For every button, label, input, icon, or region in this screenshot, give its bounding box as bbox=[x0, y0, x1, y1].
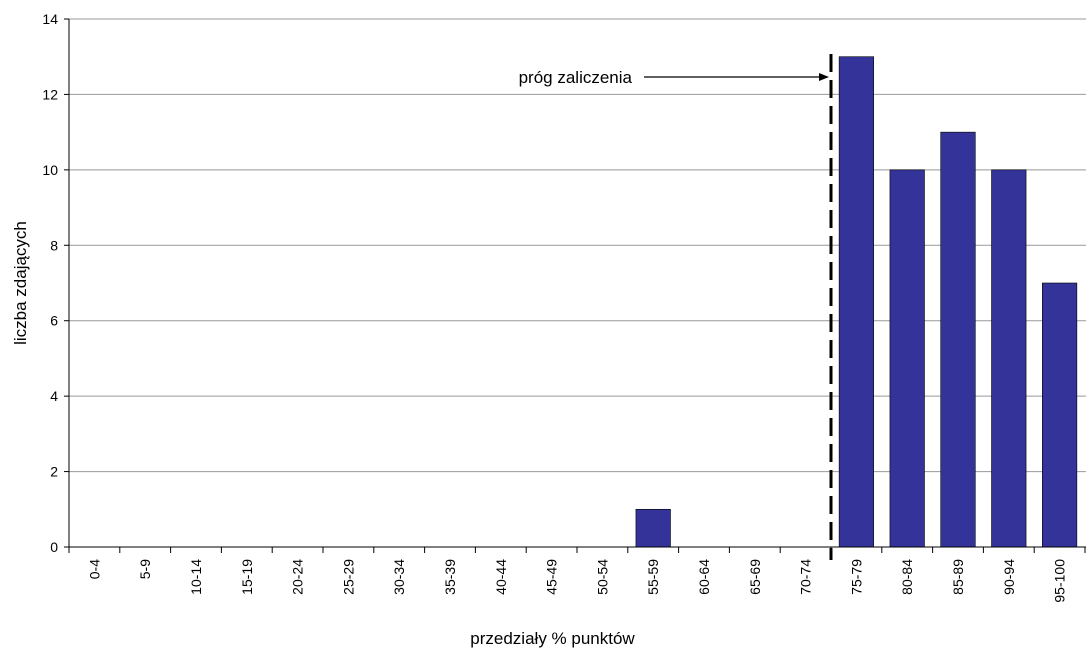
x-tick-label: 50-54 bbox=[594, 559, 610, 595]
threshold-label: próg zaliczenia bbox=[519, 68, 633, 87]
y-axis-title: liczba zdających bbox=[11, 221, 30, 345]
x-tick-label: 65-69 bbox=[747, 559, 763, 595]
arrowhead-icon bbox=[819, 73, 829, 81]
bar-90-94 bbox=[991, 169, 1027, 548]
x-tick-label: 85-89 bbox=[950, 559, 966, 595]
bars bbox=[635, 56, 1078, 548]
y-tick-label: 14 bbox=[42, 11, 58, 27]
x-tick-label: 40-44 bbox=[493, 559, 509, 595]
y-tick-label: 4 bbox=[50, 388, 58, 404]
x-tick-label: 25-29 bbox=[340, 559, 356, 595]
gridlines bbox=[69, 18, 1086, 473]
y-tick-labels: 0 2 4 6 8 10 12 14 bbox=[42, 11, 58, 555]
y-tick-label: 10 bbox=[42, 162, 58, 178]
bar-95-100 bbox=[1042, 282, 1078, 548]
axes bbox=[64, 18, 1086, 553]
x-tick-label: 95-100 bbox=[1052, 559, 1068, 603]
y-tick-label: 8 bbox=[50, 237, 58, 253]
y-tick-label: 12 bbox=[42, 86, 58, 102]
x-tick-label: 90-94 bbox=[1001, 559, 1017, 595]
x-tick-label: 55-59 bbox=[645, 559, 661, 595]
x-tick-label: 5-9 bbox=[137, 559, 153, 579]
x-tick-label: 10-14 bbox=[188, 559, 204, 595]
bar-80-84 bbox=[889, 169, 925, 548]
x-tick-label: 0-4 bbox=[86, 559, 102, 579]
x-tick-label: 60-64 bbox=[696, 559, 712, 595]
x-tick-label: 35-39 bbox=[442, 559, 458, 595]
x-tick-label: 80-84 bbox=[899, 559, 915, 595]
y-tick-label: 2 bbox=[50, 464, 58, 480]
x-tick-label: 75-79 bbox=[848, 559, 864, 595]
x-axis-title: przedziały % punktów bbox=[470, 629, 635, 648]
y-tick-label: 6 bbox=[50, 313, 58, 329]
bar-75-79 bbox=[838, 56, 874, 548]
bar-85-89 bbox=[940, 131, 976, 548]
x-tick-label: 45-49 bbox=[544, 559, 560, 595]
threshold-annotation: próg zaliczenia bbox=[519, 54, 833, 560]
x-tick-label: 15-19 bbox=[239, 559, 255, 595]
bar-55-59 bbox=[635, 508, 671, 548]
x-tick-label: 30-34 bbox=[391, 559, 407, 595]
y-tick-label: 0 bbox=[50, 539, 58, 555]
x-tick-labels: 0-4 5-9 10-14 15-19 20-24 25-29 30-34 35-39 40-4… bbox=[86, 559, 1067, 603]
x-tick-label: 70-74 bbox=[798, 559, 814, 595]
x-tick-label: 20-24 bbox=[290, 559, 306, 595]
